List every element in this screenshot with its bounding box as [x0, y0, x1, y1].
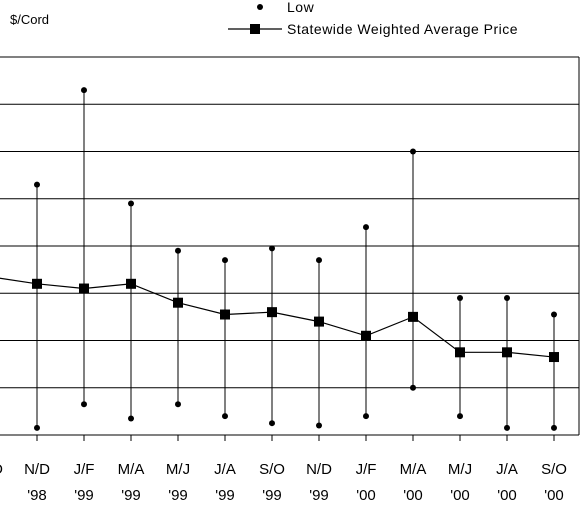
high-point: [551, 311, 557, 318]
x-tick-label-year: '00: [403, 487, 423, 504]
x-axis-ticks: S/O'98N/D'98J/F'99M/A'99M/J'99J/A'99S/O'…: [0, 435, 567, 504]
x-tick-label-year: '99: [309, 487, 329, 504]
low-point: [175, 401, 181, 408]
average-price-point: [267, 307, 277, 318]
low-point: [457, 413, 463, 420]
plot-frame: [0, 57, 580, 436]
high-point: [504, 294, 510, 301]
average-price-point: [173, 297, 183, 308]
low-point: [34, 424, 40, 431]
x-tick-label-period: J/F: [74, 461, 95, 478]
x-tick-label-period: J/A: [496, 461, 518, 478]
high-point: [269, 245, 275, 252]
average-price-point: [408, 311, 418, 322]
x-tick-label-year: '99: [168, 487, 188, 504]
average-price-point: [549, 352, 559, 363]
average-price-point: [361, 330, 371, 341]
average-price-point: [502, 347, 512, 358]
high-point: [128, 200, 134, 207]
high-point: [457, 294, 463, 301]
average-price-line: [0, 277, 559, 363]
high-point: [175, 247, 181, 254]
x-tick-label-period: S/O: [541, 461, 567, 478]
high-point: [34, 181, 40, 188]
x-tick-label-period: M/A: [118, 461, 145, 478]
high-point: [222, 257, 228, 264]
high-low-whiskers: [34, 87, 557, 431]
x-tick-label-year: '99: [74, 487, 94, 504]
low-point: [128, 415, 134, 422]
high-point: [410, 148, 416, 155]
x-tick-label-period: J/F: [356, 461, 377, 478]
x-tick-label-period: M/J: [166, 461, 190, 478]
average-price-point: [455, 347, 465, 358]
x-tick-label-year: '00: [497, 487, 517, 504]
low-point: [316, 422, 322, 429]
legend-average-marker: [250, 24, 260, 34]
low-point: [551, 424, 557, 431]
x-tick-label-year: '99: [262, 487, 282, 504]
low-point: [410, 384, 416, 391]
x-tick-label-year: '00: [544, 487, 564, 504]
legend-average-label: Statewide Weighted Average Price: [287, 21, 518, 37]
low-point: [363, 413, 369, 420]
average-price-point: [32, 278, 42, 289]
x-tick-label-year: '00: [450, 487, 470, 504]
x-tick-label-year: '99: [215, 487, 235, 504]
x-tick-label-year: '98: [27, 487, 47, 504]
legend: Low Statewide Weighted Average Price: [228, 0, 518, 37]
x-tick-label-period: J/A: [214, 461, 236, 478]
x-tick-label-year: '99: [121, 487, 141, 504]
x-tick-label-period: S/O: [0, 461, 3, 478]
high-point: [81, 87, 87, 94]
x-tick-label-period: M/A: [400, 461, 427, 478]
high-point: [363, 224, 369, 231]
x-tick-label-period: M/J: [448, 461, 472, 478]
x-tick-label-period: N/D: [24, 461, 50, 478]
high-point: [316, 257, 322, 264]
low-point: [504, 424, 510, 431]
legend-low-label: Low: [287, 0, 315, 15]
x-tick-label-period: N/D: [306, 461, 332, 478]
average-price-point: [314, 316, 324, 327]
gridlines: [0, 56, 579, 389]
low-point: [222, 413, 228, 420]
average-price-point: [220, 309, 230, 320]
average-price-point: [126, 278, 136, 289]
average-price-point: [79, 283, 89, 294]
low-point: [81, 401, 87, 408]
low-point: [269, 420, 275, 427]
x-tick-label-year: '00: [356, 487, 376, 504]
y-axis-label: $/Cord: [10, 12, 50, 27]
x-tick-label-period: S/O: [259, 461, 285, 478]
legend-low-marker: [257, 4, 263, 10]
